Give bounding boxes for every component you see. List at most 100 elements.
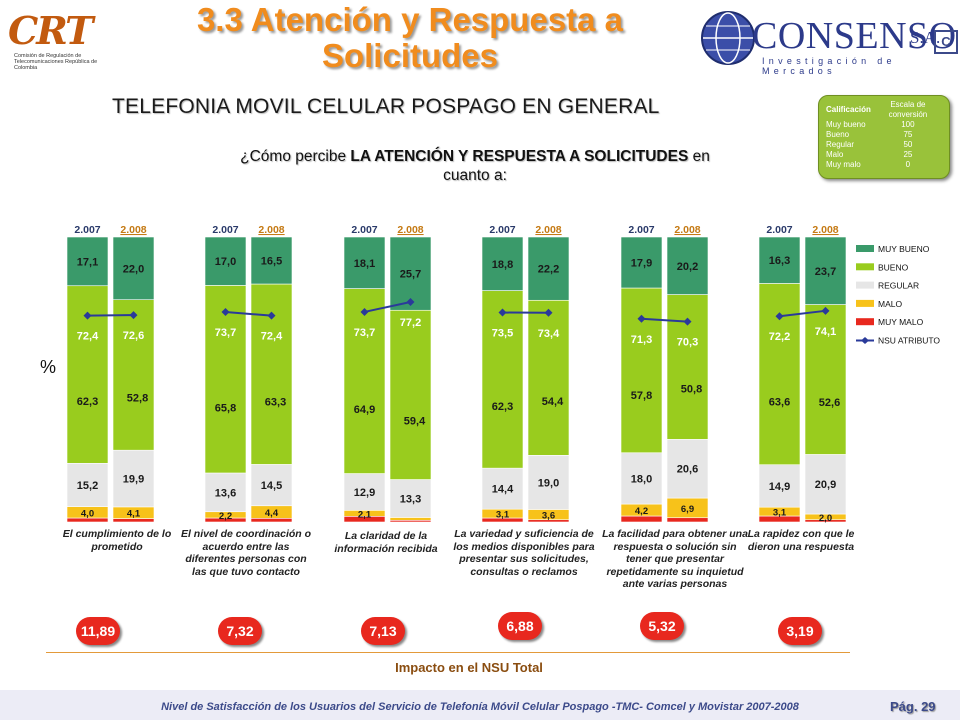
impact-bubble: 7,13 (361, 617, 405, 645)
nsu-value-label: 72,4 (77, 331, 99, 343)
bar-segment-muy-bueno (481, 236, 524, 291)
bar-data-label: 14,4 (492, 484, 514, 496)
bar-segment-bueno (343, 288, 386, 474)
bar-segment-regular (527, 455, 570, 510)
nsu-point (498, 308, 507, 317)
bar-segment-muy-bueno (66, 236, 109, 287)
bar-data-label: 4,4 (265, 508, 279, 519)
scale-row-value: 25 (903, 150, 913, 159)
bar-segment-muy-bueno (112, 236, 155, 301)
nsu-point (544, 308, 553, 317)
footer-bar (0, 690, 960, 720)
nsu-value-label: 74,1 (815, 326, 836, 338)
bar-segment-regular (66, 462, 109, 507)
bar-data-label: 3,6 (542, 511, 555, 522)
bar-data-label: 22,2 (538, 264, 559, 276)
nsu-point (683, 317, 692, 326)
page-title-line-2: Solicitudes (321, 37, 499, 74)
crt-small-logo-icon: C (934, 30, 958, 54)
legend-swatch (856, 281, 874, 289)
bar-segment-malo (389, 517, 432, 521)
question-emphasis: LA ATENCIÓN Y RESPUESTA A SOLICITUDES (350, 148, 689, 165)
nsu-point (267, 311, 276, 320)
bar-year-label: 2.007 (212, 224, 238, 236)
question-suffix: en cuanto a: (443, 148, 710, 184)
scale-row-value: 0 (905, 160, 911, 169)
consenso-logo-sa: S.A. (910, 28, 941, 47)
bar-segment-regular (389, 479, 432, 518)
nsu-line (87, 314, 134, 317)
bar-data-label: 17,1 (77, 256, 98, 268)
bar-year-label: 2.007 (489, 224, 515, 236)
bar-data-label: 19,0 (538, 477, 559, 489)
bar-data-label: 3,1 (496, 510, 510, 521)
consenso-globe-icon (701, 11, 755, 65)
scale-row-value: 50 (903, 140, 913, 149)
section-subtitle: TELEFONIA MOVIL CELULAR POSPAGO EN GENER… (112, 95, 660, 118)
bar-data-label: 22,0 (123, 263, 144, 275)
category-label: El cumplimiento de lo prometido (62, 528, 172, 553)
bar-year-label: 2.008 (397, 224, 423, 236)
legend-label: REGULAR (878, 281, 919, 291)
bar-data-label: 18,1 (354, 258, 375, 270)
bar-year-label: 2.008 (674, 224, 700, 236)
category-label: La claridad de la información recibida (334, 530, 438, 555)
bar-year-label: 2.007 (628, 224, 654, 236)
bar-segment-muy-bueno (343, 236, 386, 289)
nsu-point (360, 307, 369, 316)
bar-data-label: 50,8 (681, 384, 702, 396)
impact-divider (46, 652, 850, 653)
scale-row-label: Malo (826, 150, 844, 159)
bar-data-label: 52,6 (819, 397, 840, 409)
nsu-line (364, 301, 411, 313)
bar-segment-muy-bueno (620, 236, 663, 289)
bar-segment-muy-bueno (666, 236, 709, 295)
bar-segment-bueno (758, 283, 801, 466)
bar-data-label: 64,9 (354, 404, 375, 416)
scale-row-label: Bueno (826, 130, 850, 139)
conversion-scale-box: Calificación Escala de conversión Muy bu… (818, 95, 950, 179)
impact-bubble: 5,32 (640, 612, 684, 640)
bar-segment-regular (666, 439, 709, 499)
nsu-point (637, 314, 646, 323)
legend-label: MUY BUENO (878, 244, 930, 254)
bar-data-label: 4,1 (127, 509, 141, 520)
bar-data-label: 16,3 (769, 255, 790, 267)
page-title-line-1: 3.3 Atención y Respuesta a (196, 1, 624, 38)
nsu-value-label: 70,3 (677, 337, 698, 349)
legend-label: BUENO (878, 262, 909, 272)
stacked-bar-chart: 4,0 15,2 62,3 17,1 2.007 72,4 4,1 19,9 52,8 22,0 2… (66, 224, 940, 524)
scale-row-value: 75 (903, 130, 913, 139)
footer-text: Nivel de Satisfacción de los Usuarios de… (161, 701, 799, 713)
impact-bubble: 7,32 (218, 617, 262, 645)
bar-data-label: 12,9 (354, 487, 375, 499)
bar-data-label: 63,6 (769, 396, 790, 408)
bar-year-label: 2.008 (258, 224, 284, 236)
legend-swatch (856, 245, 874, 252)
bar-segment-bueno (204, 285, 247, 474)
nsu-value-label: 73,7 (354, 327, 375, 339)
bar-data-label: 17,0 (215, 256, 236, 268)
bar-data-label: 20,2 (677, 261, 698, 273)
bar-year-label: 2.007 (74, 224, 100, 236)
question-prefix: ¿Cómo percibe (240, 148, 351, 165)
bar-segment-muy-bueno (527, 236, 570, 301)
bar-data-label: 2,2 (219, 511, 232, 522)
bar-segment-regular (112, 449, 155, 508)
page-title: 3.3 Atención y Respuesta a Solicitudes (150, 2, 670, 74)
legend-label: MUY MALO (878, 317, 924, 327)
legend-label: NSU ATRIBUTO (878, 336, 940, 346)
nsu-point (221, 307, 230, 316)
bar-data-label: 52,8 (127, 393, 148, 405)
bar-segment-regular (758, 464, 801, 508)
bar-segment-bueno (250, 283, 293, 465)
nsu-point (83, 311, 92, 320)
bar-data-label: 18,8 (492, 259, 513, 271)
bar-segment-muy-malo (666, 517, 709, 523)
bar-segment-regular (343, 473, 386, 511)
impact-bubble: 6,88 (498, 612, 542, 640)
consenso-logo-name: CONSENSO (752, 15, 957, 57)
bar-data-label: 54,4 (542, 396, 564, 408)
crt-logo-subtitle: Comisión de Regulación de Telecomunicaci… (14, 53, 98, 71)
scale-row-value: 100 (901, 120, 915, 129)
